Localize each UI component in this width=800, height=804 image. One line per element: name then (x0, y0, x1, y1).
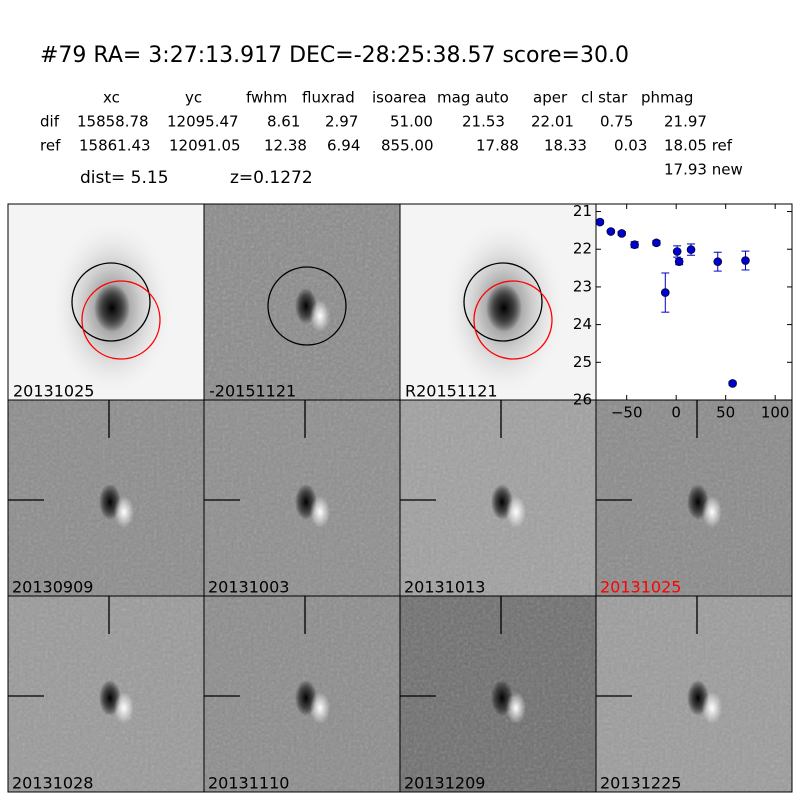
residual-bright (506, 692, 526, 724)
redshift: z=0.1272 (230, 168, 313, 188)
panel-label: 20130909 (12, 578, 93, 597)
residual-bright (506, 496, 526, 528)
aperture-black (267, 266, 347, 346)
table-cell: 18.33 (544, 137, 587, 155)
panel-label: 20131225 (600, 774, 681, 793)
data-point (728, 379, 737, 388)
data-point (741, 256, 750, 265)
panel-label: R20151121 (405, 382, 498, 401)
title: #79 RA= 3:27:13.917 DEC=-28:25:38.57 sco… (40, 43, 629, 68)
column-header: fwhm (246, 89, 287, 107)
data-point (674, 257, 684, 266)
stamp (204, 400, 400, 596)
column-header: mag auto (437, 89, 509, 107)
residual-bright (702, 692, 722, 724)
y-tick-label: 26 (573, 391, 592, 409)
table-cell: 21.97 (664, 113, 707, 131)
y-tick-label: 23 (573, 277, 592, 295)
panel-frame (7, 203, 205, 401)
aperture-red (473, 280, 553, 360)
panel-label: 20131003 (208, 578, 289, 597)
column-header: isoarea (372, 89, 427, 107)
table-cell: dif (40, 113, 60, 131)
x-tick-label: 0 (671, 404, 681, 422)
column-header: yc (185, 89, 202, 107)
table-cell: ref (40, 137, 61, 155)
stamp (596, 596, 792, 792)
residual-bright (310, 692, 330, 724)
galaxy-core (486, 284, 522, 332)
y-tick-label: 21 (573, 202, 592, 220)
residual-bright (114, 692, 134, 724)
panel-label: 20131025 (600, 578, 681, 597)
residual-bright (310, 496, 330, 528)
stamp (8, 596, 204, 792)
panel-label: -20151121 (209, 382, 296, 401)
stamp (596, 400, 792, 596)
dist: dist= 5.15 (80, 168, 169, 188)
table-cell: 21.53 (462, 113, 505, 131)
x-tick-label: −50 (611, 404, 643, 422)
stamp (400, 400, 596, 596)
y-tick-label: 24 (573, 315, 592, 333)
table-cell: 22.01 (531, 113, 574, 131)
table-cell: 51.00 (390, 113, 433, 131)
column-header: phmag (641, 89, 693, 107)
data-point (630, 240, 639, 250)
table-cell: 12.38 (264, 137, 307, 155)
x-tick-label: 50 (716, 404, 735, 422)
panel-label: 20131209 (404, 774, 485, 793)
panel-label: 20131013 (404, 578, 485, 597)
table-cell: 15858.78 (77, 113, 149, 131)
plot-area (595, 203, 793, 401)
table-cell: 8.61 (267, 113, 300, 131)
new-phmag: 17.93 new (664, 161, 743, 179)
column-header: fluxrad (302, 89, 355, 107)
table-cell: 18.05 ref (664, 137, 733, 155)
panel-label: 20131028 (12, 774, 93, 793)
data-point (617, 229, 627, 238)
data-point (713, 257, 723, 266)
x-tick-label: 100 (761, 404, 790, 422)
panel-label: 20131110 (208, 774, 289, 793)
table-cell: 855.00 (381, 137, 434, 155)
data-point (660, 288, 670, 297)
column-header: cl star (581, 89, 628, 107)
data-point (595, 217, 605, 227)
y-tick-label: 25 (573, 353, 592, 371)
aperture-black (71, 262, 151, 342)
table-cell: 12095.47 (167, 113, 239, 131)
table-cell: 15861.43 (79, 137, 151, 155)
residual-bright (114, 496, 134, 528)
panel-label: 20131025 (13, 382, 94, 401)
residual-bright (310, 300, 330, 332)
y-tick-label: 22 (573, 240, 592, 258)
stamp (204, 596, 400, 792)
data-point (672, 247, 682, 256)
residual-bright (702, 496, 722, 528)
table-cell: 0.75 (600, 113, 633, 131)
table-cell: 12091.05 (169, 137, 241, 155)
data-point (686, 245, 696, 254)
table-cell: 0.03 (614, 137, 647, 155)
stamp (400, 204, 596, 400)
stamp (400, 596, 596, 792)
table-cell: 6.94 (327, 137, 360, 155)
stamp (8, 400, 204, 596)
aperture-red (81, 280, 161, 360)
aperture-black (463, 262, 543, 342)
table-cell: 17.88 (476, 137, 519, 155)
table-cell: 2.97 (325, 113, 358, 131)
data-point (652, 238, 661, 248)
panel-frame (595, 595, 793, 793)
column-header: aper (533, 89, 568, 107)
stamp (8, 204, 204, 400)
data-point (606, 227, 616, 236)
stamp (204, 204, 400, 400)
galaxy-core (94, 284, 130, 332)
column-header: xc (103, 89, 120, 107)
